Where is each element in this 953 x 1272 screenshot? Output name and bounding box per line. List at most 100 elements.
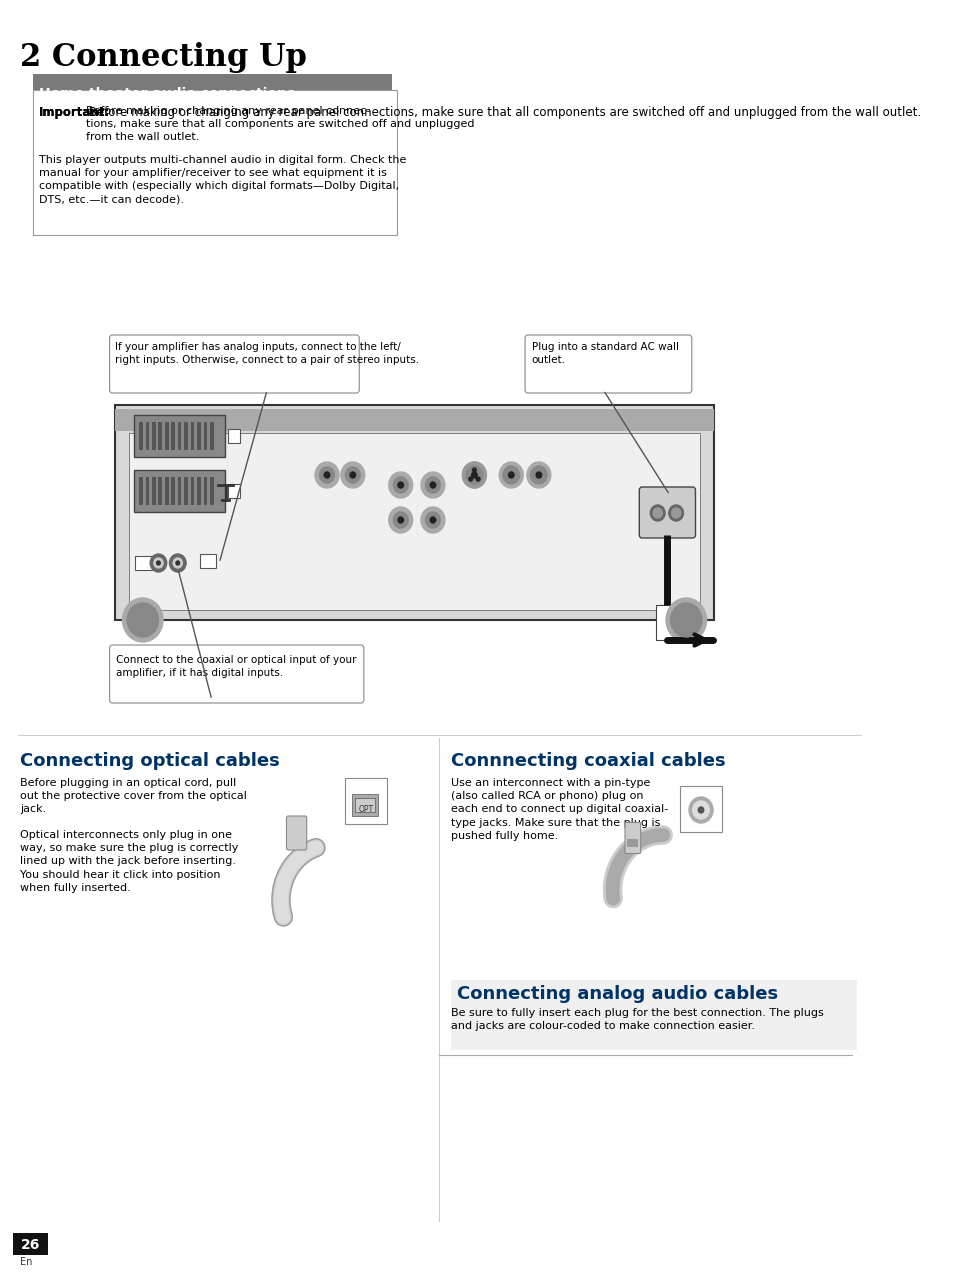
Circle shape (653, 508, 661, 518)
Circle shape (420, 508, 444, 533)
Circle shape (536, 472, 541, 478)
Bar (177, 422, 181, 450)
Circle shape (420, 472, 444, 499)
Circle shape (314, 462, 338, 488)
Circle shape (466, 466, 482, 485)
Circle shape (665, 598, 706, 642)
Circle shape (692, 801, 709, 819)
Circle shape (319, 467, 335, 483)
FancyBboxPatch shape (286, 817, 307, 850)
Circle shape (698, 806, 703, 813)
FancyBboxPatch shape (110, 335, 359, 393)
Circle shape (670, 603, 701, 637)
Bar (352, 794, 377, 817)
Circle shape (127, 603, 158, 637)
Circle shape (476, 477, 479, 481)
Bar (158, 422, 162, 450)
Circle shape (397, 482, 403, 488)
Text: Before making or changing any rear panel connections, make sure that all compone: Before making or changing any rear panel… (85, 106, 920, 120)
Bar (228, 429, 240, 443)
Text: If your amplifier has analog inputs, connect to the left/
right inputs. Otherwis: If your amplifier has analog inputs, con… (115, 342, 418, 365)
Circle shape (388, 508, 413, 533)
FancyBboxPatch shape (33, 90, 396, 235)
FancyBboxPatch shape (115, 404, 713, 619)
Circle shape (350, 472, 355, 478)
Bar (165, 422, 169, 450)
Bar (197, 422, 200, 450)
FancyBboxPatch shape (451, 979, 856, 1049)
FancyBboxPatch shape (344, 778, 387, 824)
Text: Use an interconnect with a pin-type
(also called RCA or phono) plug on
each end : Use an interconnect with a pin-type (als… (451, 778, 668, 841)
Text: OPT: OPT (357, 805, 373, 814)
Circle shape (430, 516, 436, 523)
Circle shape (471, 472, 476, 478)
Circle shape (324, 472, 330, 478)
FancyBboxPatch shape (639, 487, 695, 538)
FancyBboxPatch shape (33, 74, 392, 100)
FancyBboxPatch shape (129, 432, 700, 611)
Circle shape (688, 798, 712, 823)
Bar (355, 798, 375, 812)
Text: Before plugging in an optical cord, pull
out the protective cover from the optic: Before plugging in an optical cord, pull… (20, 778, 247, 814)
Text: Home theater audio connections: Home theater audio connections (39, 86, 294, 100)
Circle shape (430, 482, 436, 488)
Circle shape (508, 472, 514, 478)
Bar (197, 477, 200, 505)
Bar (200, 555, 216, 569)
Bar (135, 556, 152, 570)
Bar (146, 422, 149, 450)
Circle shape (345, 467, 360, 483)
Bar (172, 477, 174, 505)
Circle shape (498, 462, 522, 488)
Text: Important:: Important: (39, 106, 110, 120)
Circle shape (425, 477, 440, 494)
Circle shape (462, 462, 486, 488)
Bar (203, 422, 207, 450)
Circle shape (150, 555, 167, 572)
FancyBboxPatch shape (115, 410, 713, 431)
Circle shape (122, 598, 163, 642)
Text: Plug into a standard AC wall
outlet.: Plug into a standard AC wall outlet. (531, 342, 678, 365)
Text: Connecting analog audio cables: Connecting analog audio cables (456, 985, 778, 1004)
Circle shape (472, 468, 476, 472)
Text: Connnecting coaxial cables: Connnecting coaxial cables (451, 752, 725, 770)
Text: Be sure to fully insert each plug for the best connection. The plugs
and jacks a: Be sure to fully insert each plug for th… (451, 1007, 823, 1032)
Circle shape (397, 516, 403, 523)
Circle shape (170, 555, 186, 572)
Bar (152, 422, 155, 450)
Circle shape (502, 466, 519, 485)
Circle shape (462, 462, 486, 488)
Bar (191, 422, 194, 450)
Circle shape (388, 472, 413, 499)
Text: COAX: COAX (691, 812, 710, 818)
Bar (184, 477, 188, 505)
FancyBboxPatch shape (110, 645, 363, 703)
Circle shape (153, 558, 163, 569)
Text: Important:: Important: (39, 106, 110, 120)
Text: Before making or changing any rear panel connec-
tions, make sure that all compo: Before making or changing any rear panel… (86, 106, 474, 142)
Text: 26: 26 (21, 1238, 40, 1252)
Circle shape (175, 561, 179, 565)
Bar (627, 840, 638, 847)
Bar (177, 477, 181, 505)
Bar (228, 485, 240, 499)
Circle shape (340, 462, 364, 488)
Text: Optical interconnects only plug in one
way, so make sure the plug is correctly
l: Optical interconnects only plug in one w… (20, 831, 238, 893)
Bar (158, 477, 162, 505)
Circle shape (468, 477, 472, 481)
FancyBboxPatch shape (13, 1233, 48, 1255)
Bar (203, 477, 207, 505)
Circle shape (668, 505, 682, 522)
Bar (152, 477, 155, 505)
Circle shape (671, 508, 680, 518)
FancyBboxPatch shape (679, 786, 721, 832)
Bar (146, 477, 149, 505)
Bar (172, 422, 174, 450)
FancyBboxPatch shape (133, 415, 225, 457)
Bar (210, 422, 213, 450)
Text: This player outputs multi-channel audio in digital form. Check the
manual for yo: This player outputs multi-channel audio … (39, 155, 406, 205)
Text: Connect to the coaxial or optical input of your
amplifier, if it has digital inp: Connect to the coaxial or optical input … (116, 655, 356, 678)
Circle shape (650, 505, 664, 522)
Circle shape (530, 466, 547, 485)
Circle shape (393, 513, 408, 528)
